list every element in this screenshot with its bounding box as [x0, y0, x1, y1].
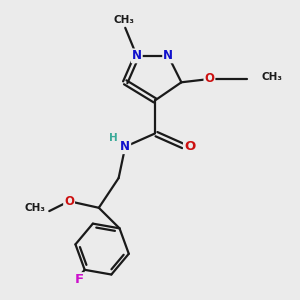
Text: N: N: [132, 50, 142, 62]
Text: O: O: [204, 73, 214, 85]
Text: F: F: [74, 273, 83, 286]
Text: O: O: [64, 195, 74, 208]
Text: CH₃: CH₃: [24, 203, 45, 214]
Text: N: N: [120, 140, 130, 153]
Text: CH₃: CH₃: [261, 72, 282, 82]
Text: CH₃: CH₃: [113, 15, 134, 25]
Text: N: N: [163, 50, 173, 62]
Text: H: H: [109, 134, 118, 143]
Text: O: O: [184, 140, 195, 153]
